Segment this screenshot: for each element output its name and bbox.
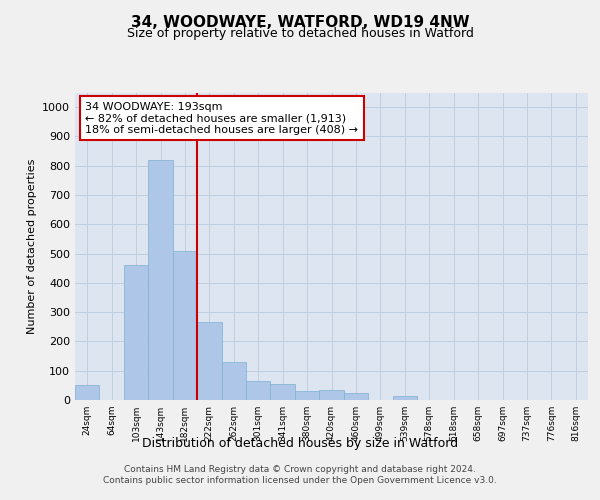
Bar — [173, 250, 197, 400]
Bar — [75, 386, 100, 400]
Bar — [295, 391, 319, 400]
Bar — [344, 392, 368, 400]
Bar — [221, 362, 246, 400]
Bar — [197, 322, 221, 400]
Bar — [246, 381, 271, 400]
Bar — [148, 160, 173, 400]
Text: Contains HM Land Registry data © Crown copyright and database right 2024.: Contains HM Land Registry data © Crown c… — [124, 465, 476, 474]
Text: 34 WOODWAYE: 193sqm
← 82% of detached houses are smaller (1,913)
18% of semi-det: 34 WOODWAYE: 193sqm ← 82% of detached ho… — [85, 102, 358, 135]
Text: Contains public sector information licensed under the Open Government Licence v3: Contains public sector information licen… — [103, 476, 497, 485]
Y-axis label: Number of detached properties: Number of detached properties — [26, 158, 37, 334]
Text: Distribution of detached houses by size in Watford: Distribution of detached houses by size … — [142, 438, 458, 450]
Bar — [319, 390, 344, 400]
Text: Size of property relative to detached houses in Watford: Size of property relative to detached ho… — [127, 28, 473, 40]
Text: 34, WOODWAYE, WATFORD, WD19 4NW: 34, WOODWAYE, WATFORD, WD19 4NW — [131, 15, 469, 30]
Bar — [271, 384, 295, 400]
Bar — [392, 396, 417, 400]
Bar — [124, 266, 148, 400]
